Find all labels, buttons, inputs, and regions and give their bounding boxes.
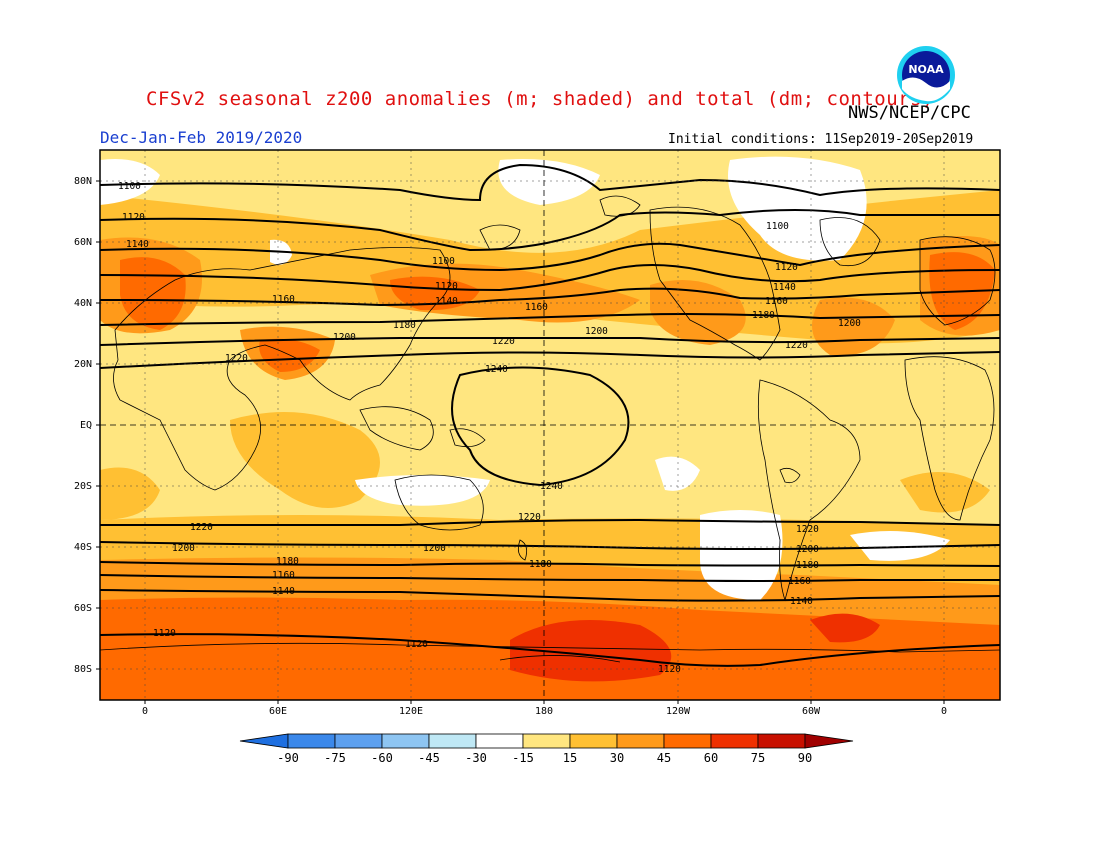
contour-label-1180: 1180 — [393, 320, 416, 331]
latitude-labels: 80N 60N 40N 20N EQ 20S 40S 60S 80S — [74, 176, 92, 675]
contour-label-1220-b: 1220 — [492, 336, 515, 347]
contour-label-1220-e: 1220 — [518, 512, 541, 523]
colorbar-tick-label: 45 — [657, 751, 671, 765]
contour-label-1100-b: 1100 — [432, 256, 455, 267]
contour-label-1140-d: 1140 — [272, 586, 295, 597]
colorbar-tick-label: -75 — [324, 751, 346, 765]
lon-label-120w: 120W — [666, 706, 691, 717]
colorbar-arrow-low — [239, 733, 289, 749]
colorbar-segment — [287, 733, 336, 749]
contour-label-1140-b: 1140 — [435, 296, 458, 307]
colorbar-segment — [616, 733, 665, 749]
lon-ticks — [144, 700, 945, 704]
contour-label-1200-e: 1200 — [423, 543, 446, 554]
noaa-logo-icon: NOAA — [897, 46, 955, 104]
lat-label-40s: 40S — [74, 542, 92, 553]
chart-title: CFSv2 seasonal z200 anomalies (m; shaded… — [146, 88, 934, 110]
contour-label-1220-d: 1220 — [190, 522, 213, 533]
contour-label-1180-c: 1180 — [276, 556, 299, 567]
lon-label-0-east: 0 — [941, 706, 947, 717]
season-label: Dec-Jan-Feb 2019/2020 — [100, 128, 303, 147]
colorbar-segment — [569, 733, 618, 749]
contour-label-1100-c: 1100 — [766, 221, 789, 232]
lat-label-40n: 40N — [74, 298, 92, 309]
contour-label-1120-b: 1120 — [435, 281, 458, 292]
contour-label-1140: 1140 — [126, 239, 149, 250]
contour-label-1140-e: 1140 — [790, 596, 813, 607]
lon-label-60w: 60W — [802, 706, 821, 717]
lon-label-60e: 60E — [269, 706, 287, 717]
colorbar-tick-label: 90 — [798, 751, 812, 765]
lat-ticks — [96, 180, 100, 670]
longitude-labels: 0 60E 120E 180 120W 60W 0 — [142, 706, 947, 717]
contour-label-1240: 1240 — [485, 364, 508, 375]
graticule — [100, 150, 1000, 700]
contour-label-1160-d: 1160 — [272, 570, 295, 581]
agency-label: NWS/NCEP/CPC — [848, 103, 971, 123]
contour-label-1160-b: 1160 — [525, 302, 548, 313]
contour-label-1220-c: 1220 — [785, 340, 808, 351]
contour-label-1140-c: 1140 — [773, 282, 796, 293]
contour-label-1200-b: 1200 — [585, 326, 608, 337]
contour-label-1120-d: 1120 — [153, 628, 176, 639]
lat-label-eq: EQ — [80, 420, 92, 431]
colorbar-arrow-high — [804, 733, 854, 749]
lat-label-20s: 20S — [74, 481, 92, 492]
contour-label-1200-c: 1200 — [838, 318, 861, 329]
contour-label-1220-f: 1220 — [796, 524, 819, 535]
colorbar-tick-label: -60 — [371, 751, 393, 765]
colorbar-segment — [663, 733, 712, 749]
contour-label-1100: 1100 — [118, 181, 141, 192]
colorbar-tick-label: 30 — [610, 751, 624, 765]
contour-label-1200: 1200 — [333, 332, 356, 343]
colorbar-segment — [381, 733, 430, 749]
contour-label-1120-c: 1120 — [775, 262, 798, 273]
lon-label-120e: 120E — [399, 706, 423, 717]
colorbar-segment — [757, 733, 806, 749]
contour-label-1200-f: 1200 — [796, 544, 819, 555]
colorbar-tick-label: 60 — [704, 751, 718, 765]
logo-text: NOAA — [908, 63, 944, 76]
colorbar-tick-label: -90 — [277, 751, 299, 765]
colorbar-tick-label: -30 — [465, 751, 487, 765]
lon-label-180: 180 — [535, 706, 553, 717]
contour-label-1180-d: 1180 — [529, 559, 552, 570]
colorbar-segment — [334, 733, 383, 749]
contour-label-1160-c: 1160 — [765, 296, 788, 307]
contour-label-1180-e: 1180 — [796, 560, 819, 571]
colorbar-segment — [522, 733, 571, 749]
contour-label-1200-d: 1200 — [172, 543, 195, 554]
lat-label-20n: 20N — [74, 359, 92, 370]
contour-label-1160: 1160 — [272, 294, 295, 305]
lon-label-0: 0 — [142, 706, 148, 717]
contour-label-1220: 1220 — [225, 353, 248, 364]
height-contours — [100, 163, 1000, 667]
lat-label-80s: 80S — [74, 664, 92, 675]
contour-label-1120: 1120 — [122, 212, 145, 223]
colorbar-tick-label: 75 — [751, 751, 765, 765]
colorbar-segment — [428, 733, 477, 749]
initial-conditions-label: Initial conditions: 11Sep2019-20Sep2019 — [668, 132, 974, 147]
contour-label-1160-e: 1160 — [788, 576, 811, 587]
contour-labels: 1100 1120 1140 1160 1200 1220 1100 1120 … — [118, 181, 861, 675]
lat-label-60s: 60S — [74, 603, 92, 614]
colorbar-tick-label: -45 — [418, 751, 440, 765]
colorbar: -90 -75 -60 -45 -30 -15 15 30 45 60 75 90 — [239, 733, 854, 765]
contour-label-1120-e: 1120 — [405, 639, 428, 650]
colorbar-segment — [710, 733, 759, 749]
colorbar-tick-label: -15 — [512, 751, 534, 765]
colorbar-tick-label: 15 — [563, 751, 577, 765]
lat-label-80n: 80N — [74, 176, 92, 187]
contour-label-1180-b: 1180 — [752, 310, 775, 321]
contour-label-1240-b: 1240 — [540, 481, 563, 492]
contour-label-1120-f: 1120 — [658, 664, 681, 675]
colorbar-segment — [475, 733, 524, 749]
lat-label-60n: 60N — [74, 237, 92, 248]
